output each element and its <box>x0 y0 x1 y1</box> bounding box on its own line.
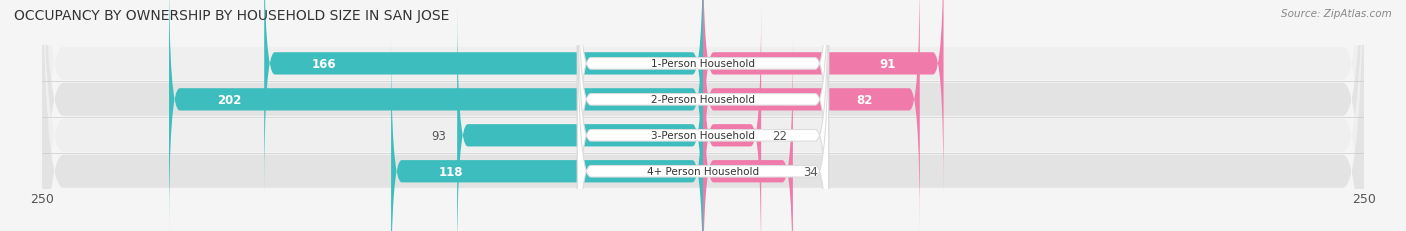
FancyBboxPatch shape <box>169 0 703 231</box>
Text: 91: 91 <box>880 58 896 71</box>
Text: 2-Person Household: 2-Person Household <box>651 95 755 105</box>
Text: 22: 22 <box>772 129 787 142</box>
FancyBboxPatch shape <box>42 0 1364 231</box>
FancyBboxPatch shape <box>578 0 828 231</box>
FancyBboxPatch shape <box>42 0 1364 231</box>
Text: 4+ Person Household: 4+ Person Household <box>647 167 759 176</box>
Text: 118: 118 <box>439 165 463 178</box>
FancyBboxPatch shape <box>264 0 703 196</box>
Text: 82: 82 <box>856 93 872 106</box>
Text: Source: ZipAtlas.com: Source: ZipAtlas.com <box>1281 9 1392 19</box>
FancyBboxPatch shape <box>703 40 793 231</box>
FancyBboxPatch shape <box>42 0 1364 231</box>
Text: 3-Person Household: 3-Person Household <box>651 131 755 141</box>
Text: OCCUPANCY BY OWNERSHIP BY HOUSEHOLD SIZE IN SAN JOSE: OCCUPANCY BY OWNERSHIP BY HOUSEHOLD SIZE… <box>14 9 450 23</box>
FancyBboxPatch shape <box>703 0 920 231</box>
Text: 93: 93 <box>432 129 447 142</box>
FancyBboxPatch shape <box>703 0 943 196</box>
FancyBboxPatch shape <box>578 0 828 231</box>
FancyBboxPatch shape <box>457 4 703 231</box>
FancyBboxPatch shape <box>578 0 828 231</box>
Text: 34: 34 <box>803 165 818 178</box>
Text: 1-Person Household: 1-Person Household <box>651 59 755 69</box>
Text: 202: 202 <box>217 93 240 106</box>
FancyBboxPatch shape <box>703 4 761 231</box>
FancyBboxPatch shape <box>578 0 828 231</box>
FancyBboxPatch shape <box>42 0 1364 231</box>
FancyBboxPatch shape <box>391 40 703 231</box>
Text: 166: 166 <box>312 58 336 71</box>
